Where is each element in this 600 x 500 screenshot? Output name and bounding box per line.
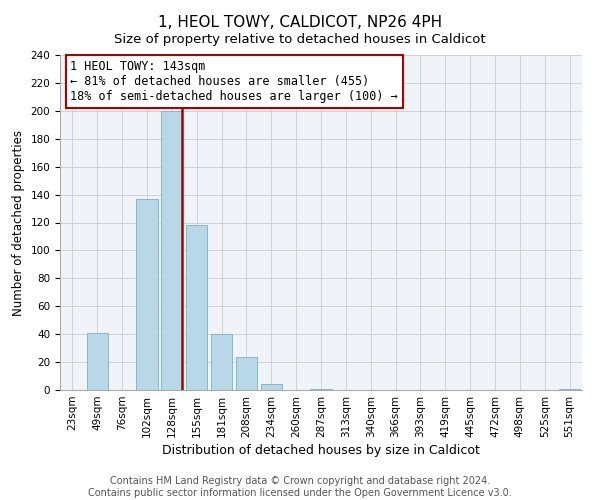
Bar [136,199,158,390]
Text: 1, HEOL TOWY, CALDICOT, NP26 4PH: 1, HEOL TOWY, CALDICOT, NP26 4PH [158,15,442,30]
Bar [261,384,282,390]
Bar [211,334,232,390]
Bar [559,388,580,390]
Bar [236,356,257,390]
Bar [161,111,182,390]
Text: Size of property relative to detached houses in Caldicot: Size of property relative to detached ho… [114,32,486,46]
Y-axis label: Number of detached properties: Number of detached properties [12,130,25,316]
Bar [186,226,207,390]
Bar [87,333,108,390]
Bar [310,388,332,390]
Text: 1 HEOL TOWY: 143sqm
← 81% of detached houses are smaller (455)
18% of semi-detac: 1 HEOL TOWY: 143sqm ← 81% of detached ho… [70,60,398,103]
X-axis label: Distribution of detached houses by size in Caldicot: Distribution of detached houses by size … [162,444,480,457]
Text: Contains HM Land Registry data © Crown copyright and database right 2024.
Contai: Contains HM Land Registry data © Crown c… [88,476,512,498]
